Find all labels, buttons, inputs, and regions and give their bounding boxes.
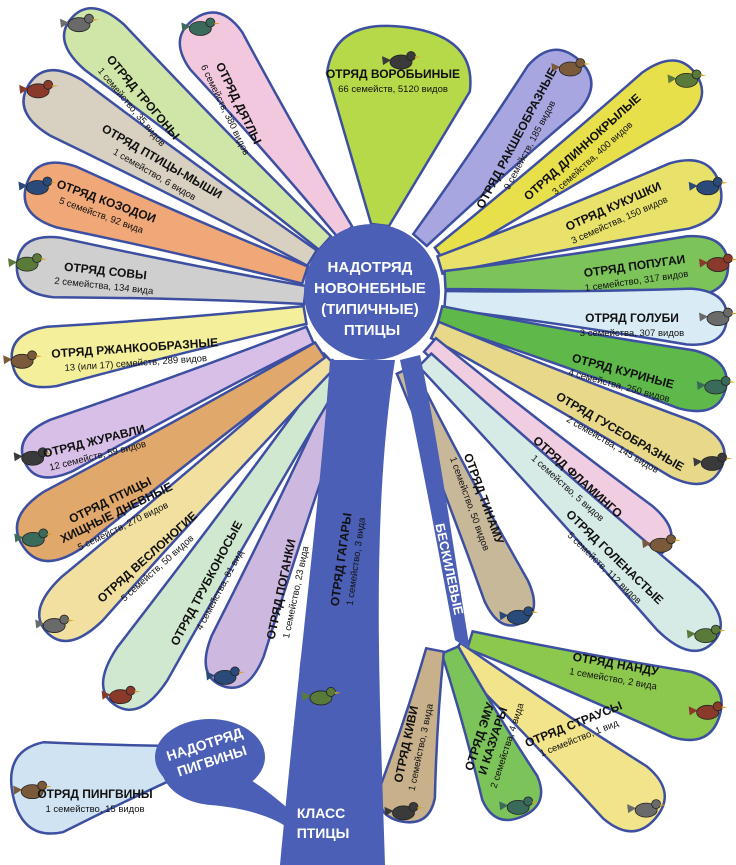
bird-icon-psittaciformes <box>698 253 736 272</box>
petal-falconiformes <box>15 340 327 563</box>
petal-struthioniformes <box>447 641 666 833</box>
petal-casuariiformes <box>440 644 543 822</box>
petal-procellariiformes <box>101 358 350 711</box>
bird-icon-apterygiformes <box>384 801 424 821</box>
trunk-1 <box>280 360 395 865</box>
bird-icon-coraciiformes <box>551 58 591 77</box>
bird-icon-ciconiiformes <box>686 624 726 644</box>
order-label-columbiformes: ОТРЯД ГОЛУБИ 3 семейства, 307 видов <box>580 311 684 339</box>
petal-ciconiiformes <box>416 351 722 652</box>
hub-line-3: (ТИПИЧНЫЕ) <box>321 301 419 318</box>
order-label-passeriformes: ОТРЯД ВОРОБЬИНЫЕ 66 семейств, 5120 видов <box>326 67 460 95</box>
hub-label: НАДОТРЯД НОВОНЕБНЫЕ (ТИПИЧНЫЕ) ПТИЦЫ <box>314 259 430 339</box>
order-title: ОТРЯД ГОЛУБИ <box>585 311 679 325</box>
bird-icon-piciformes <box>181 17 221 36</box>
class-label-line-2: ПТИЦЫ <box>297 825 350 841</box>
petal-trogoniformes <box>62 7 333 252</box>
bird-icon-apodiformes <box>667 69 707 88</box>
petal-caprimulgiformes <box>23 161 310 286</box>
bird-icon-gaviiformes <box>301 687 341 706</box>
bird-icon-cuculiformes <box>688 176 728 196</box>
bird-icon-struthioniformes <box>627 799 667 818</box>
bird-icon-pelecaniformes <box>35 614 75 633</box>
bird-illustrations <box>3 13 736 821</box>
petal-podicipediformes <box>204 365 360 690</box>
order-stats: 3 семейства, 307 видов <box>580 328 684 339</box>
bird-icon-caprimulgiformes <box>18 176 58 195</box>
bird-icon-charadriiformes <box>3 350 43 369</box>
bird-icon-galliformes <box>696 376 736 395</box>
bird-icon-gruiformes <box>13 447 53 466</box>
petal-rheiformes <box>465 629 723 742</box>
penguin-superorder-blob <box>155 719 265 795</box>
bird-icon-podicipediformes <box>205 666 245 685</box>
bird-icon-procellariiformes <box>101 685 141 705</box>
order-stats: 66 семейств, 5120 видов <box>338 84 448 95</box>
order-title: ОТРЯД ВОРОБЬИНЫЕ <box>326 67 460 81</box>
hub-line-4: ПТИЦЫ <box>344 322 400 339</box>
trunk-2 <box>400 355 470 650</box>
bird-icon-coliiformes <box>19 79 59 99</box>
hub-circle <box>304 224 440 360</box>
petal-coliiformes <box>22 68 319 268</box>
order-stats: 1 семейство, 15 видов <box>45 804 144 815</box>
petal-pelecaniformes <box>38 351 338 643</box>
bird-icon-sphenisciformes <box>13 780 53 800</box>
bird-icon-phoenicopteriformes <box>642 534 682 553</box>
bird-icon-tinamiformes <box>499 606 539 625</box>
order-title: ОТРЯД ПИНГВИНЫ <box>37 787 152 801</box>
petal-passeriformes <box>325 24 472 228</box>
class-label-line-1: КЛАСС <box>297 805 345 821</box>
hub-superorder-neognathae: НАДОТРЯД НОВОНЕБНЫЕ (ТИПИЧНЫЕ) ПТИЦЫ <box>304 224 440 360</box>
order-label-sphenisciformes: ОТРЯД ПИНГВИНЫ 1 семейство, 15 видов <box>37 787 152 815</box>
order-petals <box>9 7 730 835</box>
bird-icon-falconiformes <box>14 528 54 547</box>
bird-icon-anseriformes <box>693 452 733 471</box>
branch-trunks <box>155 355 470 865</box>
class-label: КЛАСС ПТИЦЫ <box>297 805 350 841</box>
hub-line-2: НОВОНЕБНЫЕ <box>314 280 426 297</box>
bird-icon-rheiformes <box>688 701 728 720</box>
hub-line-1: НАДОТРЯД <box>327 259 412 276</box>
petal-piciformes <box>178 11 355 239</box>
bird-icon-passeriformes <box>382 51 422 70</box>
bird-icon-strigiformes <box>8 253 48 272</box>
bird-icon-columbiformes <box>698 307 736 326</box>
petal-apterygiformes <box>377 646 446 824</box>
bird-icon-casuariiformes <box>499 796 539 815</box>
bird-icon-trogoniformes <box>60 13 100 33</box>
